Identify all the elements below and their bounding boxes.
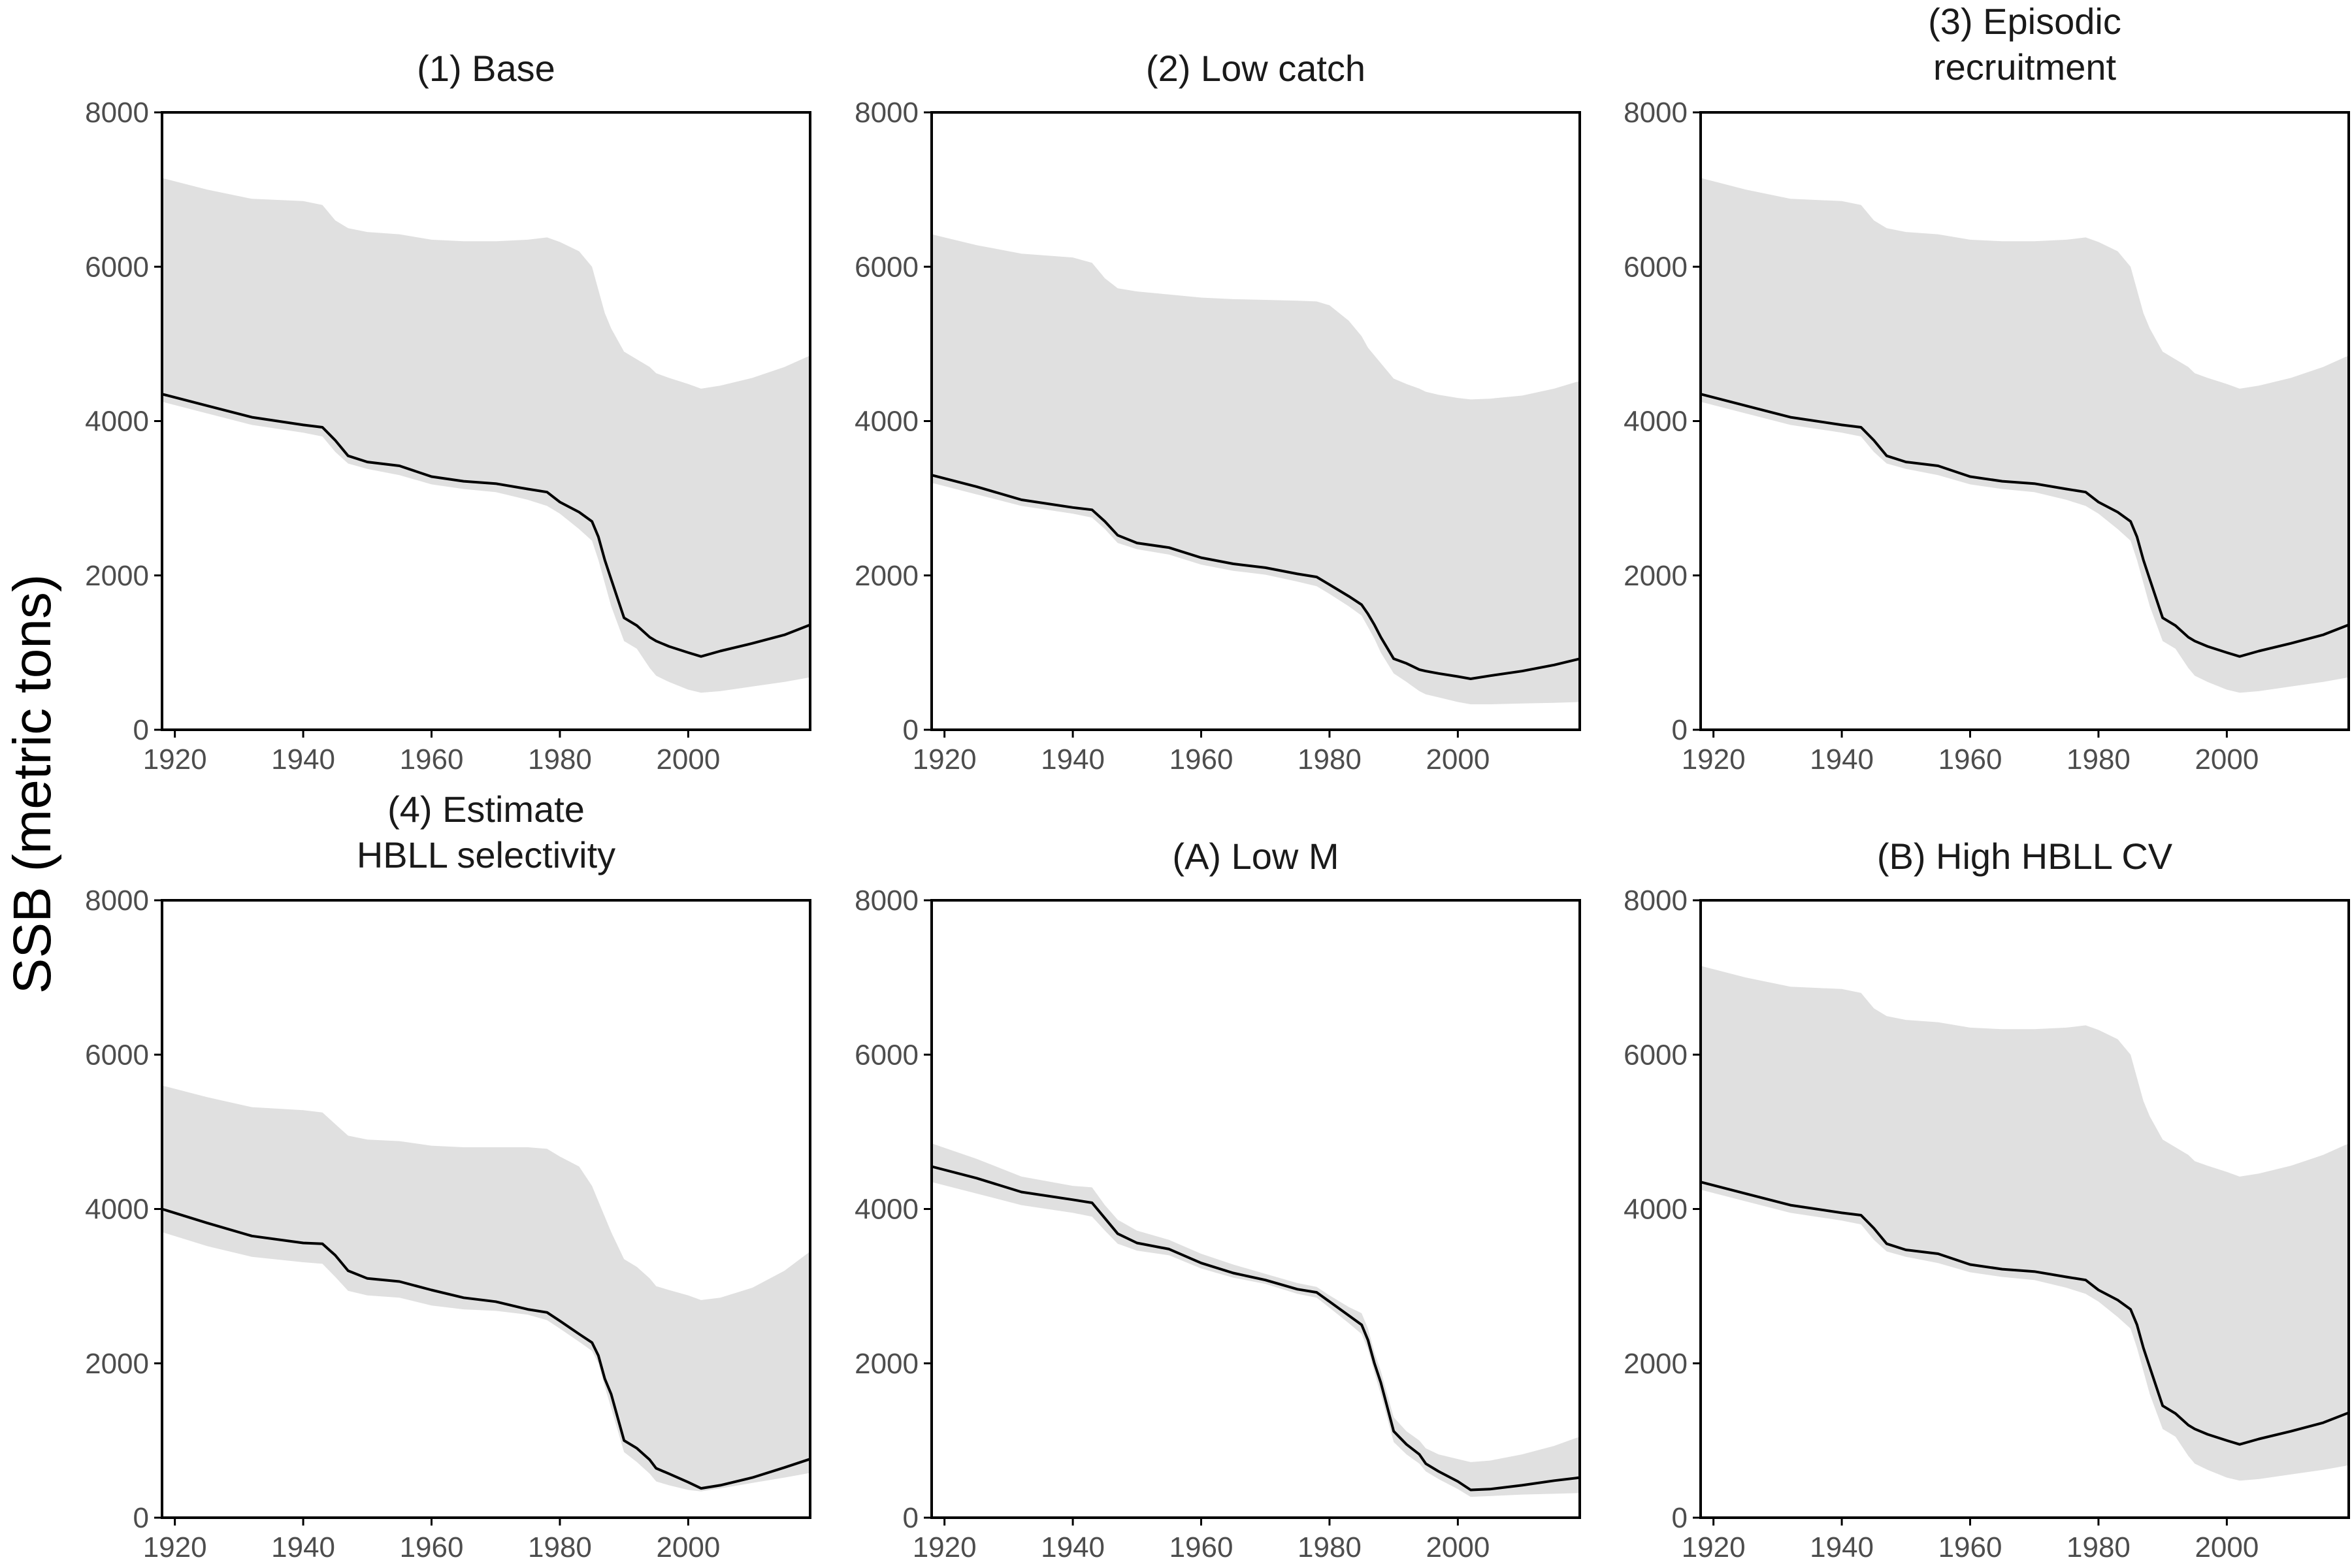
- x-tick-label: 2000: [656, 1531, 720, 1563]
- panel-title: (1) Base: [417, 48, 555, 89]
- y-tick-label: 0: [1672, 1502, 1688, 1534]
- y-tick-label: 4000: [85, 406, 149, 438]
- y-tick-label: 0: [903, 714, 919, 746]
- y-tick-label: 6000: [855, 1039, 919, 1071]
- x-tick-label: 1960: [1169, 743, 1233, 776]
- y-tick-label: 2000: [855, 1348, 919, 1380]
- x-tick-label: 1920: [913, 1531, 977, 1563]
- y-tick-label: 4000: [855, 1194, 919, 1226]
- y-tick-label: 8000: [85, 97, 149, 129]
- y-tick-label: 6000: [1624, 251, 1688, 283]
- y-tick-label: 0: [133, 1502, 149, 1534]
- x-tick-label: 1980: [2066, 743, 2131, 776]
- x-tick-label: 1940: [271, 743, 335, 776]
- y-tick-label: 0: [133, 714, 149, 746]
- x-tick-label: 1980: [528, 1531, 592, 1563]
- panel-5: 0 2000 4000 6000 8000 1920 1940 1960 1980 2000 (A)…: [855, 836, 1581, 1563]
- x-tick-label: 1920: [1682, 1531, 1746, 1563]
- panel-title: recruitment: [1933, 46, 2117, 88]
- x-tick-label: 2000: [656, 743, 720, 776]
- y-tick-label: 8000: [855, 885, 919, 917]
- uncertainty-band: [162, 1085, 810, 1492]
- y-tick-label: 4000: [85, 1194, 149, 1226]
- x-tick-label: 1940: [1810, 743, 1874, 776]
- x-tick-label: 1920: [913, 743, 977, 776]
- x-tick-label: 1960: [1938, 743, 2002, 776]
- y-tick-label: 8000: [1624, 97, 1688, 129]
- panel-title: (4) Estimate: [387, 789, 585, 830]
- plot-frame: [930, 899, 1581, 1519]
- uncertainty-band: [1701, 966, 2349, 1481]
- panel-6: 0 2000 4000 6000 8000 1920 1940 1960 1980 2000 (B)…: [1624, 836, 2350, 1563]
- panel-title: (2) Low catch: [1146, 48, 1365, 89]
- uncertainty-band: [932, 234, 1580, 705]
- uncertainty-band: [1701, 178, 2349, 693]
- y-tick-label: 6000: [85, 251, 149, 283]
- panel-title: (B) High HBLL CV: [1877, 836, 2173, 877]
- y-tick-label: 4000: [855, 406, 919, 438]
- x-tick-label: 1980: [1298, 743, 1362, 776]
- uncertainty-band: [162, 178, 810, 693]
- y-tick-label: 6000: [855, 251, 919, 283]
- y-tick-label: 2000: [1624, 560, 1688, 592]
- uncertainty-band: [932, 1143, 1580, 1497]
- x-tick-label: 1940: [1041, 1531, 1105, 1563]
- x-tick-label: 1980: [528, 743, 592, 776]
- panel-3: 0 2000 4000 6000 8000 1920 1940 1960 1980 2000 (3)…: [1624, 1, 2350, 776]
- panel-1: 0 2000 4000 6000 8000 1920 1940 1960 1980 2000 (1)…: [85, 48, 811, 776]
- y-tick-label: 6000: [85, 1039, 149, 1071]
- y-tick-label: 2000: [855, 560, 919, 592]
- median-line: [161, 1207, 811, 1490]
- x-tick-label: 1960: [400, 1531, 464, 1563]
- x-tick-label: 2000: [2195, 743, 2259, 776]
- median-line: [1700, 1181, 2349, 1446]
- median-line: [1700, 393, 2349, 658]
- y-tick-label: 8000: [855, 97, 919, 129]
- x-tick-label: 1940: [1041, 743, 1105, 776]
- x-tick-label: 2000: [1426, 1531, 1490, 1563]
- x-tick-label: 1940: [271, 1531, 335, 1563]
- y-tick-label: 0: [1672, 714, 1688, 746]
- x-tick-label: 1980: [2066, 1531, 2131, 1563]
- x-tick-label: 1960: [1169, 1531, 1233, 1563]
- x-tick-label: 1960: [1938, 1531, 2002, 1563]
- y-tick-label: 4000: [1624, 406, 1688, 438]
- y-tick-label: 8000: [85, 885, 149, 917]
- x-tick-label: 1920: [143, 1531, 207, 1563]
- y-tick-label: 8000: [1624, 885, 1688, 917]
- y-tick-label: 2000: [85, 1348, 149, 1380]
- median-line: [161, 393, 811, 658]
- x-tick-label: 2000: [2195, 1531, 2259, 1563]
- x-tick-label: 1980: [1298, 1531, 1362, 1563]
- median-line: [931, 1165, 1580, 1492]
- x-tick-label: 1940: [1810, 1531, 1874, 1563]
- x-tick-label: 1920: [1682, 743, 1746, 776]
- x-tick-label: 1920: [143, 743, 207, 776]
- panel-title: (A) Low M: [1172, 836, 1339, 877]
- panel-2: 0 2000 4000 6000 8000 1920 1940 1960 1980 2000 (2)…: [855, 48, 1581, 776]
- y-tick-label: 2000: [85, 560, 149, 592]
- x-tick-label: 1960: [400, 743, 464, 776]
- panel-title: (3) Episodic: [1928, 1, 2121, 42]
- y-tick-label: 2000: [1624, 1348, 1688, 1380]
- x-tick-label: 2000: [1426, 743, 1490, 776]
- panel-title: HBLL selectivity: [357, 834, 615, 875]
- y-tick-label: 4000: [1624, 1194, 1688, 1226]
- panel-4: 0 2000 4000 6000 8000 1920 1940 1960 1980 2000 (4)…: [85, 789, 811, 1563]
- y-tick-label: 0: [903, 1502, 919, 1534]
- median-line: [931, 474, 1580, 680]
- y-tick-label: 6000: [1624, 1039, 1688, 1071]
